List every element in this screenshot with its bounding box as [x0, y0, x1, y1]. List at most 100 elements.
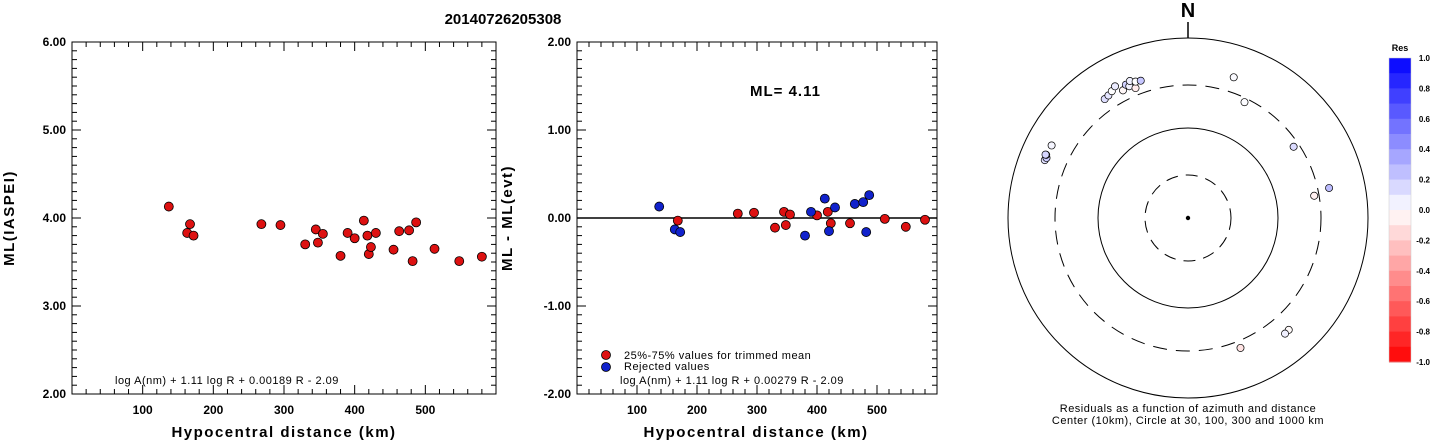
colorbar-title: Res — [1392, 43, 1409, 53]
legend-red-label: 25%-75% values for trimmed mean — [624, 350, 811, 362]
colorbar-label: -0.2 — [1416, 236, 1430, 245]
circle-100km — [1097, 127, 1279, 309]
data-point-red — [388, 244, 399, 255]
data-point-blue — [819, 193, 830, 204]
ml-iaspei-panel: 100 200 300 400 500 2.00 3.00 4.00 5.00 6.00 log … — [1, 35, 497, 441]
data-point-blue — [830, 202, 840, 213]
ml-iaspei-formula: log A(nm) + 1.11 log R + 0.00189 R - 2.0… — [115, 375, 339, 387]
polar-point — [1041, 150, 1050, 159]
data-point-red — [394, 226, 405, 237]
x-tick-label: 300 — [274, 403, 294, 417]
ml-iaspei-points — [163, 201, 487, 267]
data-point-red — [900, 221, 911, 232]
legend-blue-label: Rejected values — [624, 361, 710, 373]
polar-point — [1240, 98, 1249, 107]
center-dot — [1185, 215, 1191, 221]
data-point-red — [454, 256, 465, 267]
legend-red-marker — [601, 350, 611, 360]
data-point-red — [256, 219, 267, 230]
polar-caption-line1: Residuals as a function of azimuth and d… — [1060, 403, 1316, 415]
data-point-red — [411, 217, 422, 228]
data-point-red — [749, 207, 759, 218]
data-point-red — [672, 215, 683, 226]
polar-point — [1289, 142, 1298, 151]
ml-value-annotation: ML= 4.11 — [750, 83, 821, 100]
circle-30km — [1144, 174, 1232, 262]
data-point-blue — [861, 227, 872, 237]
colorbar-cell — [1389, 194, 1411, 211]
y-tick-label: 5.00 — [43, 123, 67, 137]
colorbar-outline — [1388, 57, 1412, 363]
data-point-red — [879, 213, 890, 224]
colorbar-cell — [1389, 240, 1411, 257]
x-tick-label: 500 — [867, 403, 887, 417]
x-tick-label: 400 — [345, 403, 365, 417]
ml-residual-panel: 100 200 300 400 500 -2.00 -1.00 0.00 1.00 2.00 ML… — [499, 35, 938, 441]
colorbar-cell — [1389, 73, 1411, 89]
colorbar-cell — [1389, 301, 1411, 317]
colorbar-label: -1.0 — [1416, 358, 1430, 367]
north-label: N — [1181, 0, 1195, 22]
data-point-red — [349, 233, 360, 244]
polar-point — [1229, 73, 1238, 82]
data-point-red — [185, 219, 195, 230]
colorbar-cells — [1388, 57, 1412, 363]
data-point-red — [920, 214, 930, 225]
data-point-red — [335, 250, 346, 261]
y-tick-label: -2.00 — [544, 387, 572, 401]
data-point-blue — [806, 206, 816, 217]
ml-iaspei-ylabel: ML(IASPEI) — [1, 170, 18, 266]
circle-300km — [1054, 84, 1322, 352]
data-point-red — [785, 209, 795, 220]
colorbar-labels: 1.0 0.8 0.6 0.4 0.2 0.0 -0.2 -0.4 -0.6 -0.8 -1.0 — [1416, 54, 1430, 367]
x-tick-label: 200 — [203, 403, 223, 417]
data-point-blue — [654, 201, 665, 212]
data-point-red — [317, 228, 328, 239]
data-point-blue — [824, 226, 834, 237]
colorbar-cell — [1389, 118, 1411, 135]
data-point-red — [770, 222, 780, 233]
data-point-red — [366, 242, 376, 252]
x-tick-label: 400 — [807, 403, 827, 417]
colorbar-cell — [1389, 331, 1411, 348]
colorbar-cell — [1389, 88, 1411, 105]
colorbar-cell — [1389, 134, 1411, 150]
data-point-blue — [849, 199, 860, 209]
data-point-red — [275, 220, 286, 230]
ml-residual-ticks: 100 200 300 400 500 -2.00 -1.00 0.00 1.00 2.00 — [544, 35, 938, 417]
polar-point — [1131, 84, 1140, 93]
data-point-red — [825, 218, 836, 229]
colorbar-cell — [1389, 149, 1411, 165]
colorbar-cell — [1389, 286, 1411, 302]
y-tick-label: 2.00 — [548, 35, 572, 49]
y-tick-label: 4.00 — [43, 211, 67, 225]
colorbar-cell — [1389, 316, 1411, 333]
y-tick-label: 6.00 — [43, 35, 67, 49]
ml-residual-points — [654, 190, 930, 241]
x-tick-label: 200 — [687, 403, 707, 417]
data-point-blue — [675, 227, 686, 237]
polar-points — [1040, 73, 1334, 352]
data-point-red — [407, 256, 418, 267]
colorbar-cell — [1389, 255, 1411, 272]
colorbar-label: 0.0 — [1419, 206, 1431, 215]
colorbar-label: 0.4 — [1419, 145, 1431, 154]
colorbar-label: -0.4 — [1416, 267, 1430, 276]
residual-colorbar: Res 1.0 0.8 0.6 0.4 0.2 0.0 -0.2 -0.4 -0.6 -0.8 -1… — [1388, 43, 1431, 367]
data-point-red — [313, 237, 323, 248]
figure-title: 20140726205308 — [445, 11, 562, 28]
colorbar-label: 0.8 — [1419, 84, 1431, 93]
data-point-blue — [800, 230, 810, 241]
azimuth-residual-panel: N Residuals as a function of azimuth and… — [1007, 0, 1369, 427]
ml-residual-xlabel: Hypocentral distance (km) — [643, 424, 868, 441]
polar-caption-line2: Center (10km), Circle at 30, 100, 300 an… — [1052, 415, 1324, 427]
x-tick-label: 100 — [133, 403, 153, 417]
data-point-red — [370, 228, 381, 238]
colorbar-cell — [1389, 164, 1411, 181]
data-point-red — [163, 201, 174, 212]
polar-point — [1236, 343, 1245, 352]
ml-residual-ylabel: ML - ML(evt) — [499, 165, 516, 271]
x-tick-label: 300 — [747, 403, 767, 417]
colorbar-cell — [1389, 210, 1411, 226]
